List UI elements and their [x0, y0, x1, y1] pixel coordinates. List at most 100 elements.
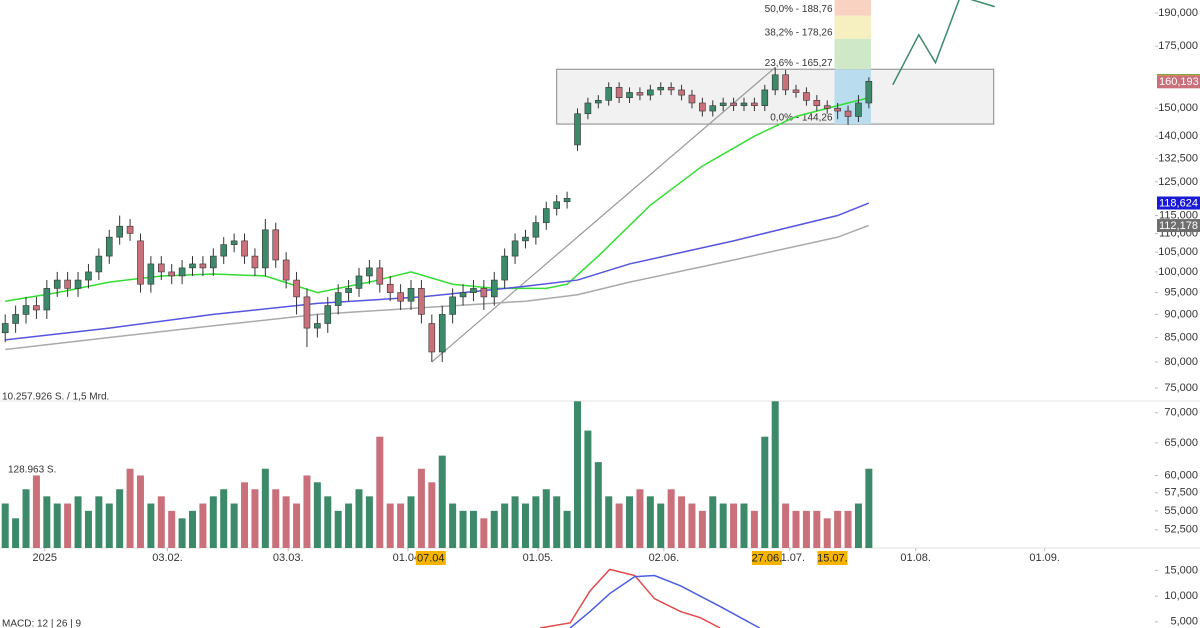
volume-bar: [32, 475, 40, 548]
candle-body: [615, 87, 623, 99]
candle-body: [137, 240, 144, 285]
candle-body: [126, 225, 134, 234]
volume-bar: [397, 503, 405, 548]
candle-body: [397, 292, 404, 302]
volume-bar: [553, 496, 561, 548]
volume-bar: [511, 496, 519, 548]
volume-bar: [355, 489, 363, 548]
candle-body: [813, 100, 821, 106]
volume-bar: [688, 503, 696, 548]
volume-bar: [646, 496, 654, 548]
candle-body: [751, 102, 758, 106]
volume-bar: [74, 496, 82, 548]
candle-body: [210, 255, 217, 269]
y-tick-label: 140,000: [1158, 130, 1198, 142]
candle-body: [709, 105, 717, 112]
x-tick-label: 01.05.: [523, 552, 554, 564]
volume-bar: [584, 430, 592, 548]
candle-body: [386, 283, 394, 293]
candle-body: [376, 267, 384, 285]
volume-bar: [189, 510, 196, 548]
volume-title: 10.257.926 S. / 1,5 Mrd.: [2, 392, 109, 403]
candle-body: [699, 102, 706, 112]
volume-bar: [272, 489, 280, 548]
price-plot: 0,0% - 144,26 23,6% - 165,27 38,2% - 178,2…: [1, 0, 995, 363]
volume-bar: [782, 503, 790, 548]
volume-bar: [324, 496, 332, 548]
volume-bar: [43, 496, 51, 548]
candle-body: [823, 105, 831, 109]
fib-zone: [834, 38, 871, 70]
y-tick-label: 90,000: [1164, 308, 1198, 320]
candle-body: [1, 323, 9, 334]
y-tick-label: 95,000: [1164, 287, 1198, 299]
volume-bar: [126, 468, 134, 548]
volume-bar: [407, 496, 415, 548]
x-tick-label: 02.06.: [649, 552, 680, 564]
candle-body: [324, 305, 332, 324]
volume-bar: [802, 510, 810, 548]
x-tick-label: 01.04.: [393, 552, 424, 564]
candle-body: [542, 208, 550, 223]
y-tick-label: 52,500: [1164, 524, 1198, 536]
volume-bar: [376, 436, 384, 548]
candle-body: [74, 279, 82, 289]
candle-body: [157, 263, 165, 273]
fib-zone: [834, 69, 871, 125]
date-badge-label: 07.04: [417, 552, 445, 564]
candle-body: [147, 263, 155, 285]
candle-body: [241, 240, 248, 257]
candle-body: [43, 288, 51, 311]
candle-body: [293, 279, 300, 298]
fib-label: 0,0% - 144,26: [770, 113, 833, 124]
candle-body: [85, 271, 92, 281]
x-tick-label: 03.02.: [152, 552, 183, 564]
date-badge-label: 15.07.: [817, 552, 848, 564]
macd-line: [569, 574, 760, 628]
candle-body: [12, 314, 19, 324]
volume-bar: [157, 496, 165, 548]
y-tick-label: 55,000: [1164, 505, 1198, 517]
volume-bar: [719, 503, 727, 548]
candle-body: [719, 102, 727, 106]
y-tick-label: 80,000: [1164, 356, 1198, 368]
candle-body: [314, 323, 321, 329]
candle-body: [626, 92, 633, 99]
candle-body: [459, 292, 467, 298]
volume-bar: [490, 510, 498, 548]
candle-body: [22, 305, 30, 315]
candle-body: [480, 288, 488, 298]
y-tick-label: 10,000: [1164, 590, 1198, 602]
candle-body: [116, 225, 123, 238]
candle-body: [553, 201, 560, 209]
candle-body: [667, 87, 675, 91]
candle-body: [95, 255, 103, 273]
candle-body: [532, 222, 540, 238]
volume-bar: [1, 503, 9, 548]
candle-body: [33, 305, 40, 311]
volume-bar: [386, 503, 394, 548]
candle-body: [251, 255, 259, 269]
candle-body: [501, 255, 508, 281]
volume-bar: [168, 510, 176, 548]
date-badge-label: 27.06.: [752, 552, 783, 564]
candle-body: [220, 244, 228, 257]
y-tick-label: 75,000: [1164, 382, 1198, 394]
volume-bar: [22, 489, 30, 548]
candle-body: [199, 263, 207, 269]
candle-body: [355, 275, 363, 289]
x-tick-label: 01.08.: [900, 552, 931, 564]
volume-bar: [730, 503, 738, 548]
candle-body: [64, 279, 71, 289]
candle-body: [605, 87, 613, 101]
candle-body: [511, 240, 519, 257]
candle-body: [844, 110, 852, 117]
macd-line: [539, 568, 721, 628]
volume-bar: [636, 489, 644, 548]
x-tick-label: 01.09.: [1029, 552, 1060, 564]
trendline: [431, 66, 776, 363]
moving-average-line: [5, 96, 870, 302]
volume-bar: [469, 510, 477, 548]
candle-body: [522, 236, 529, 242]
